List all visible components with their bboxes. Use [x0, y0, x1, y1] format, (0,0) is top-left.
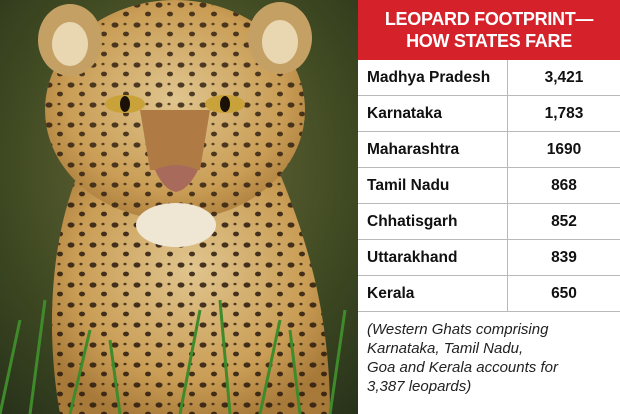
note-line: Karnataka, Tamil Nadu,: [367, 340, 524, 357]
table-row: Uttarakhand 839: [358, 240, 620, 276]
title-line: HOW STATES FARE: [406, 31, 572, 51]
table-panel: LEOPARD FOOTPRINT— HOW STATES FARE Madhya…: [358, 0, 620, 414]
state-name: Chhatisgarh: [358, 204, 508, 239]
leopard-photo: [0, 0, 358, 414]
note: (Western Ghats comprising Karnataka, Tami…: [358, 312, 620, 396]
table-row: Madhya Pradesh 3,421: [358, 60, 620, 96]
leopard-count: 852: [551, 212, 577, 230]
note-line: 3,387 leopards): [367, 378, 472, 395]
leopard-count: 868: [551, 176, 577, 194]
leopard-count: 839: [551, 248, 577, 266]
state-name: Maharashtra: [358, 132, 508, 167]
header: LEOPARD FOOTPRINT— HOW STATES FARE: [358, 0, 620, 60]
table-row: Karnataka 1,783: [358, 96, 620, 132]
state-name: Kerala: [358, 276, 508, 311]
state-name: Uttarakhand: [358, 240, 508, 275]
table-row: Tamil Nadu 868: [358, 168, 620, 204]
leopard-count: 1690: [546, 140, 582, 158]
note-line: Goa and Kerala accounts for: [367, 359, 558, 376]
leopard-count: 650: [551, 284, 577, 302]
table-row: Kerala 650: [358, 276, 620, 312]
title-line: LEOPARD FOOTPRINT—: [384, 9, 594, 29]
state-name: Karnataka: [358, 96, 508, 131]
table: Madhya Pradesh 3,421 Karnataka 1,783 Maharas…: [358, 60, 620, 312]
leopard-count: 3,421: [544, 68, 584, 86]
table-row: Maharashtra 1690: [358, 132, 620, 168]
table-row: Chhatisgarh 852: [358, 204, 620, 240]
state-name: Tamil Nadu: [358, 168, 508, 203]
leopard-count: 1,783: [544, 104, 584, 122]
note-line: (Western Ghats comprising: [367, 321, 549, 338]
state-name: Madhya Pradesh: [358, 60, 508, 95]
